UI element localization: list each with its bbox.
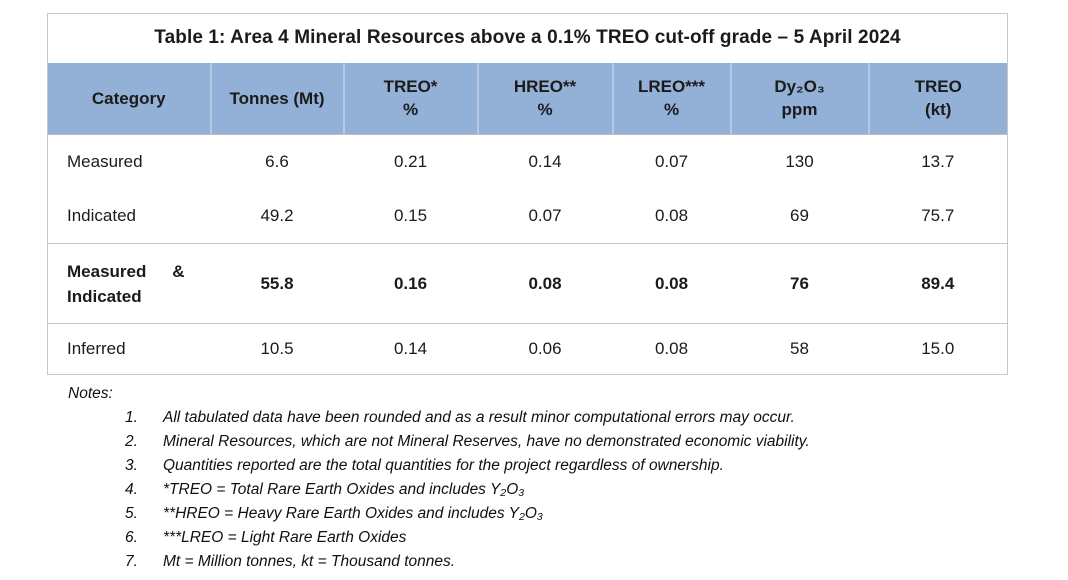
note-text: **HREO = Heavy Rare Earth Oxides and inc… [163,505,544,522]
cell-treo-kt: 13.7 [921,151,955,171]
cell-treo-kt: 75.7 [868,188,1008,244]
table-title: Table 1: Area 4 Mineral Resources above … [154,27,901,49]
cell-tonnes: 49.2 [210,188,344,244]
cell-lreo-pct: 0.08 [612,243,731,324]
cell-dy2o3-ppm: 69 [730,188,869,244]
table-row-measured: Measured 6.6 0.21 0.14 0.07 130 13.7 [48,135,1008,189]
note-number: 1. [125,409,138,426]
table-header-row: Category Tonnes (Mt) TREO* % HREO** % LR… [47,62,1008,135]
note-text: Mt = Million tonnes, kt = Thousand tonne… [163,553,456,570]
table-row-inferred: Inferred 10.5 0.14 0.06 0.08 58 15.0 [48,324,1008,375]
cell-dy2o3-ppm: 58 [790,339,809,358]
cell-tonnes: 55.8 [210,243,344,324]
col-header-hreo-pct: HREO** % [476,62,613,135]
note-text: Mineral Resources, which are not Mineral… [163,433,810,450]
cell-dy2o3-ppm: 76 [730,243,869,324]
note-text: *TREO = Total Rare Earth Oxides and incl… [163,481,525,498]
note-number: 6. [125,529,138,546]
cell-hreo-pct: 0.06 [528,339,562,358]
note-number: 5. [125,505,138,522]
note-item: 3. Quantities reported are the total qua… [68,454,1068,478]
cell-lreo-pct: 0.08 [654,339,689,358]
note-item: 5. **HREO = Heavy Rare Earth Oxides and … [68,502,1068,526]
mineral-resources-table: Table 1: Area 4 Mineral Resources above … [47,13,1009,375]
cell-tonnes: 10.5 [260,339,294,358]
col-header-dy2o3-ppm: Dy₂O₃ ppm [729,62,869,135]
table-title-row: Table 1: Area 4 Mineral Resources above … [48,14,1008,63]
cell-treo-pct: 0.16 [343,243,478,324]
cell-dy2o3-ppm: 130 [785,151,814,171]
col-header-lreo-pct: LREO*** % [611,62,731,135]
notes-section: Notes: 1. All tabulated data have been r… [68,382,1068,574]
cell-treo-kt: 15.0 [921,339,955,358]
table-row-indicated: Indicated 49.2 0.15 0.07 0.08 69 75.7 [47,188,1008,244]
cell-treo-pct: 0.15 [343,188,478,244]
note-item: 2. Mineral Resources, which are not Mine… [68,430,1068,454]
cell-treo-pct: 0.14 [393,339,428,358]
cell-lreo-pct: 0.07 [654,151,689,171]
cell-category: Measured [67,151,143,171]
col-header-treo-pct: TREO* % [342,62,478,135]
cell-treo-pct: 0.21 [393,151,428,171]
note-item: 1. All tabulated data have been rounded … [68,406,1068,430]
note-item: 4. *TREO = Total Rare Earth Oxides and i… [68,478,1068,502]
cell-tonnes: 6.6 [265,151,289,171]
note-text: ***LREO = Light Rare Earth Oxides [163,529,407,546]
col-header-tonnes: Tonnes (Mt) [209,62,344,135]
notes-heading: Notes: [68,385,113,402]
cell-category: Measured & Indicated [47,243,211,324]
note-item: 6. ***LREO = Light Rare Earth Oxides [68,526,1068,550]
col-header-treo-kt: TREO (kt) [867,62,1008,135]
cell-hreo-pct: 0.07 [477,188,613,244]
col-header-category: Category [47,62,211,135]
note-number: 7. [125,553,138,570]
cell-hreo-pct: 0.08 [477,243,613,324]
cell-category: Indicated [47,188,211,244]
note-item: 7. Mt = Million tonnes, kt = Thousand to… [68,550,1068,574]
cell-category: Inferred [67,339,126,358]
note-text: Quantities reported are the total quanti… [163,457,724,474]
note-text: All tabulated data have been rounded and… [163,409,795,426]
table-row-measured-and-indicated: Measured & Indicated 55.8 0.16 0.08 0.08… [47,243,1008,324]
cell-treo-kt: 89.4 [868,243,1008,324]
cell-hreo-pct: 0.14 [528,151,562,171]
note-number: 4. [125,481,138,498]
note-number: 3. [125,457,138,474]
cell-lreo-pct: 0.08 [612,188,731,244]
note-number: 2. [125,433,138,450]
